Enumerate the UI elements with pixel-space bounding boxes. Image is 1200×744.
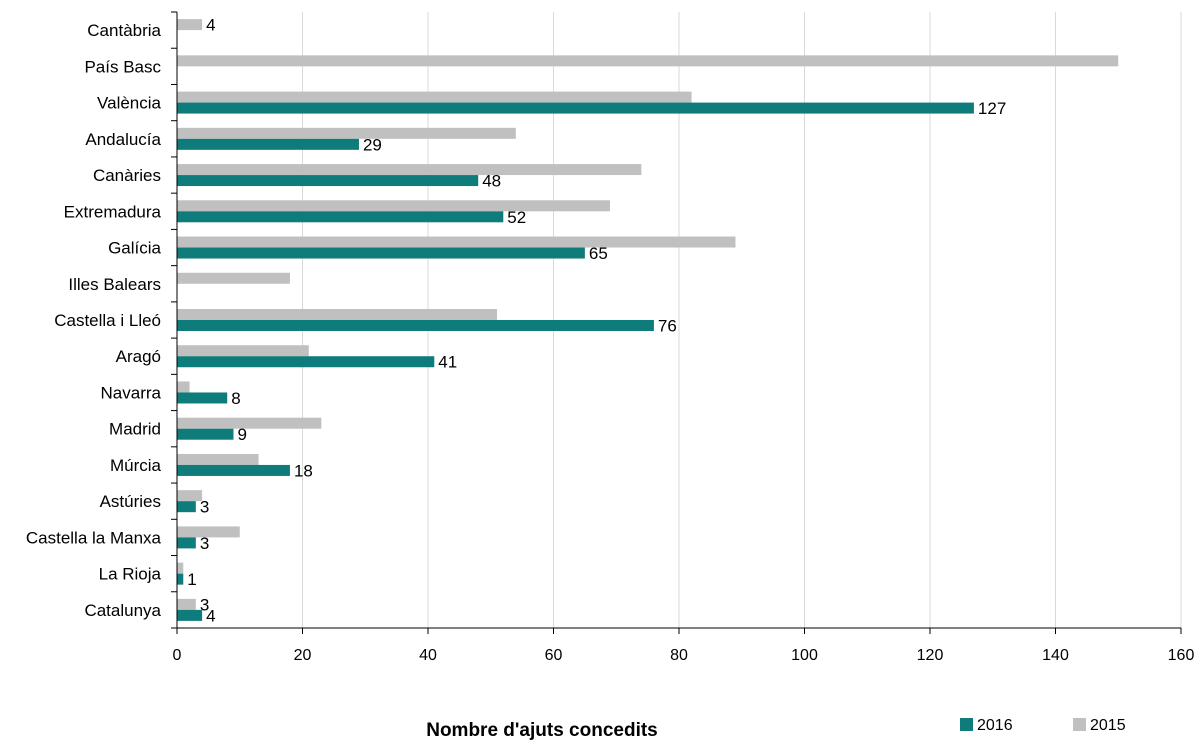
bar-2016-extremadura: [177, 211, 504, 223]
bar-2015-asturies: [177, 490, 203, 502]
bar-2015-catalunya: [177, 598, 196, 610]
x-tick-label: 0: [173, 647, 182, 664]
data-label-2015-catalunya: 3: [200, 595, 209, 614]
category-label-navarra: Navarra: [101, 383, 162, 402]
bar-2016-la-rioja: [177, 573, 184, 585]
x-tick-label: 120: [917, 647, 944, 664]
data-label-2016-castella-la-manxa: 3: [200, 534, 209, 553]
bar-2016-madrid: [177, 428, 234, 440]
data-label-2016-andalucia: 29: [363, 135, 382, 154]
legend-swatch-2016: [960, 718, 973, 731]
bar-2015-navarra: [177, 381, 190, 393]
bar-2016-catalunya: [177, 609, 203, 621]
bar-2015-castella-i-lleo: [177, 309, 498, 320]
legend-label-2016: 2016: [977, 717, 1013, 734]
bar-2015-illes-balears: [177, 272, 290, 284]
x-tick-label: 40: [419, 647, 437, 664]
category-label-arago: Aragó: [116, 347, 161, 366]
data-label-2016-catalunya: 4: [206, 606, 215, 625]
legend-swatch-2015: [1073, 718, 1086, 731]
bar-2016-asturies: [177, 501, 196, 513]
x-axis-title: Nombre d'ajuts concedits: [426, 720, 658, 741]
bar-2015-madrid: [177, 417, 322, 429]
data-label-2016-canaries: 48: [482, 172, 501, 191]
category-label-murcia: Múrcia: [110, 456, 162, 475]
bar-2016-navarra: [177, 392, 228, 404]
category-label-castella-la-manxa: Castella la Manxa: [26, 528, 162, 547]
category-label-madrid: Madrid: [109, 420, 161, 439]
category-label-canaries: Canàries: [93, 166, 161, 185]
bars: [177, 19, 1119, 621]
category-label-galicia: Galícia: [108, 239, 161, 258]
x-tick-label: 20: [294, 647, 312, 664]
category-label-extremadura: Extremadura: [64, 202, 162, 221]
labels: 0 20 40 60 80 100 120 140 160 Cantàbria 4 País Basc…: [26, 16, 1195, 664]
category-label-la-rioja: La Rioja: [99, 565, 162, 584]
data-label-2016-extremadura: 52: [507, 208, 526, 227]
x-tick-label: 60: [545, 647, 563, 664]
bar-2015-arago: [177, 345, 309, 357]
bar-2015-cantabria: [177, 19, 203, 31]
data-label-2016-asturies: 3: [200, 498, 209, 517]
category-label-catalunya: Catalunya: [84, 601, 161, 620]
category-label-pais-basc: País Basc: [84, 57, 161, 76]
bar-2016-murcia: [177, 464, 290, 476]
data-label-2015-cantabria: 4: [206, 16, 215, 35]
bar-2015-murcia: [177, 453, 259, 465]
bar-2016-canaries: [177, 175, 479, 187]
category-label-asturies: Astúries: [100, 492, 161, 511]
x-tick-label: 100: [791, 647, 818, 664]
bar-2016-andalucia: [177, 138, 359, 150]
data-label-2016-navarra: 8: [231, 389, 240, 408]
data-label-2016-galicia: 65: [589, 244, 608, 263]
category-label-illes-balears: Illes Balears: [68, 275, 161, 294]
bar-2015-castella-la-manxa: [177, 526, 240, 538]
bar-2016-valencia: [177, 102, 974, 114]
bar-2015-andalucia: [177, 127, 516, 139]
bar-2016-castella-i-lleo: [177, 320, 654, 331]
legend: 2016 2015: [960, 717, 1126, 734]
bar-2016-galicia: [177, 247, 585, 259]
x-tick-label: 140: [1042, 647, 1069, 664]
data-label-2016-murcia: 18: [294, 461, 313, 480]
axes: [171, 11, 1182, 634]
legend-label-2015: 2015: [1090, 717, 1126, 734]
category-label-valencia: València: [97, 94, 161, 113]
bar-2015-canaries: [177, 164, 642, 176]
data-label-2016-castella-i-lleo: 76: [658, 317, 677, 336]
x-tick-label: 160: [1168, 647, 1195, 664]
category-label-cantabria: Cantàbria: [87, 21, 161, 40]
data-label-2016-valencia: 127: [978, 99, 1006, 118]
bar-2015-extremadura: [177, 200, 610, 212]
data-label-2016-madrid: 9: [237, 425, 246, 444]
bar-2015-valencia: [177, 91, 692, 103]
category-label-andalucia: Andalucía: [85, 130, 161, 149]
bar-2015-pais-basc: [177, 55, 1119, 67]
data-label-2016-arago: 41: [438, 353, 457, 372]
bar-2015-galicia: [177, 236, 736, 248]
bar-2015-la-rioja: [177, 562, 184, 574]
x-tick-label: 80: [670, 647, 688, 664]
bar-2016-castella-la-manxa: [177, 537, 196, 549]
data-label-2016-la-rioja: 1: [187, 570, 196, 589]
category-label-castella-i-lleo: Castella i Lleó: [54, 311, 161, 330]
bar-2016-arago: [177, 356, 435, 368]
